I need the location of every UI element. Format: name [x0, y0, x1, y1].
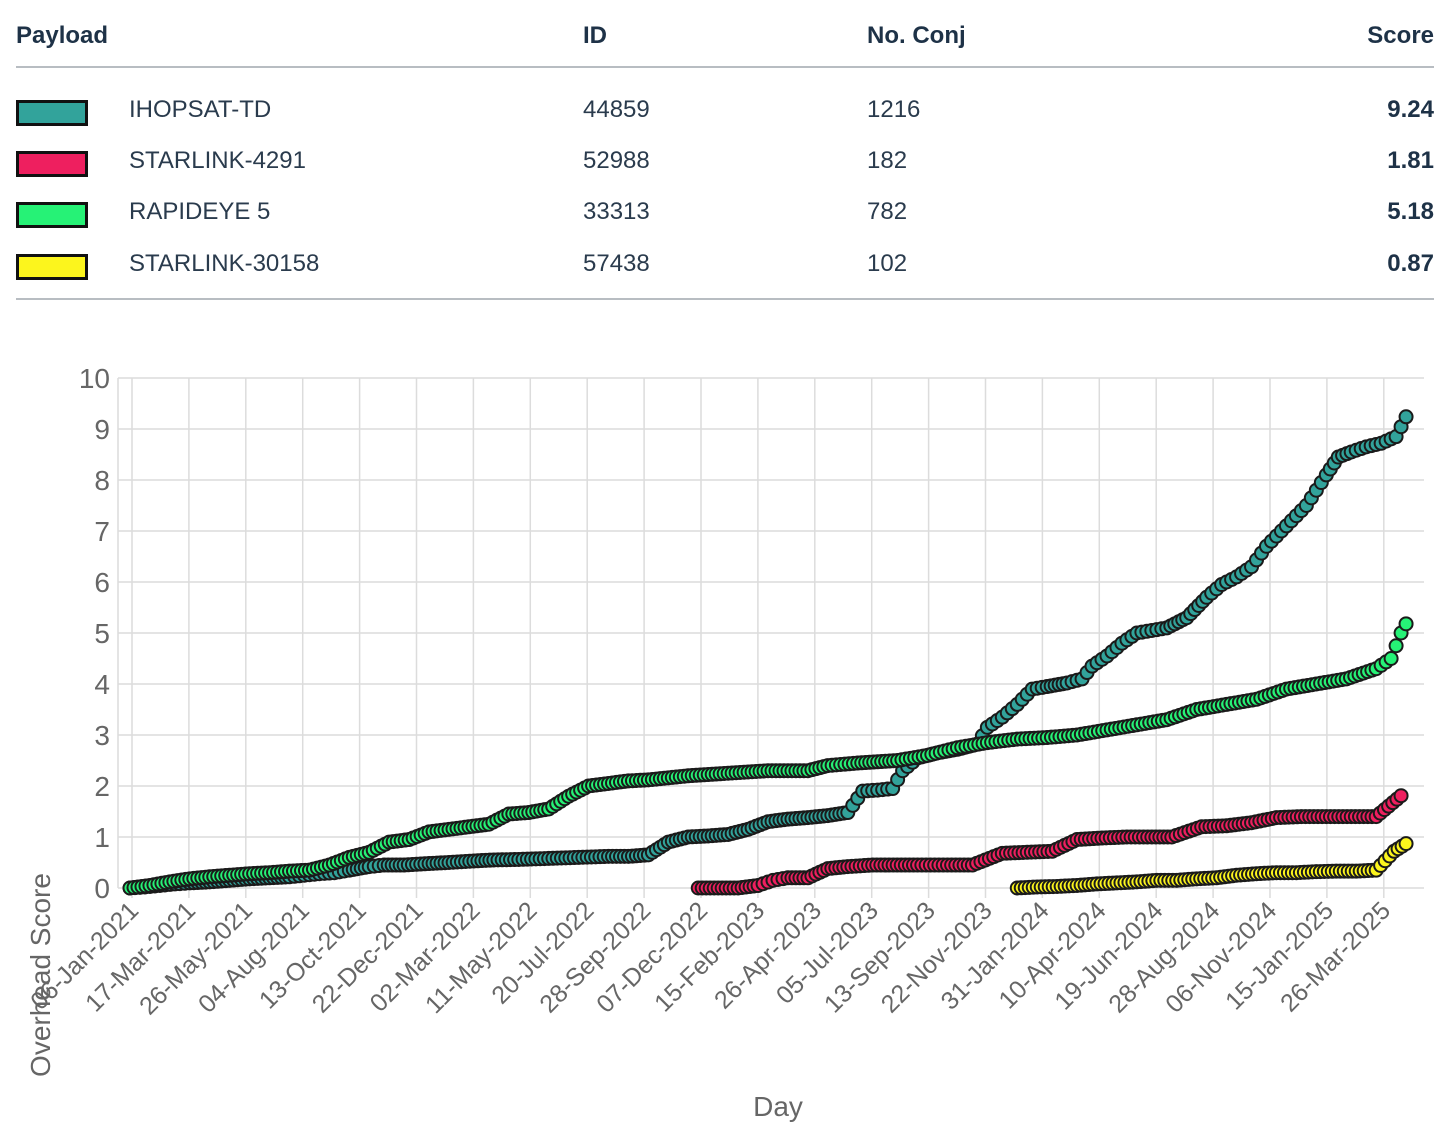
data-point: [1393, 788, 1409, 804]
data-point: [1398, 836, 1414, 852]
y-tick-label: 6: [94, 567, 110, 598]
y-axis-title: Overhead Score: [25, 873, 56, 1077]
y-tick-label: 2: [94, 771, 110, 802]
payload-score: 1.81: [1387, 147, 1434, 174]
payload-name: STARLINK-30158: [129, 250, 320, 277]
payload-id: 52988: [583, 147, 650, 174]
y-axis-ticks: 0 1 2 3 4 5 6 7 8 9 10: [79, 363, 110, 904]
payload-score: 5.18: [1387, 198, 1434, 225]
data-point: [1383, 651, 1399, 666]
x-axis-title: Day: [753, 1091, 803, 1122]
data-point: [1398, 616, 1414, 632]
payload-conj: 102: [867, 250, 908, 277]
table-row: STARLINK-30158 57438 102 0.87: [16, 244, 1434, 296]
header-conj: No. Conj: [867, 22, 966, 49]
x-axis-ticks: 06-Jan-202117-Mar-202126-May-202104-Aug-…: [25, 896, 1396, 1020]
series-starlink-4291: [690, 788, 1409, 896]
header-id: ID: [583, 22, 607, 49]
series-color-swatch: [16, 100, 88, 126]
header-score: Score: [1367, 22, 1434, 49]
payload-conj: 182: [867, 147, 908, 174]
y-tick-label: 8: [94, 465, 110, 496]
y-tick-label: 0: [94, 873, 110, 904]
data-point: [1398, 409, 1414, 425]
table-row: RAPIDEYE 5 33313 782 5.18: [16, 192, 1434, 244]
payload-conj: 782: [867, 198, 908, 225]
payload-id: 33313: [583, 198, 650, 225]
payload-name: IHOPSAT-TD: [129, 96, 272, 123]
payload-score: 9.24: [1387, 96, 1434, 123]
payload-id: 44859: [583, 96, 650, 123]
legend-table: Payload ID No. Conj Score IHOPSAT-TD 448…: [16, 14, 1434, 300]
table-row: IHOPSAT-TD 44859 1216 9.24: [16, 90, 1434, 142]
data-points: [122, 409, 1414, 896]
table-body: IHOPSAT-TD 44859 1216 9.24 STARLINK-4291…: [16, 68, 1434, 300]
series-color-swatch: [16, 254, 88, 280]
y-tick-label: 10: [79, 363, 110, 394]
payload-id: 57438: [583, 250, 650, 277]
header-payload: Payload: [16, 22, 109, 49]
table-row: STARLINK-4291 52988 182 1.81: [16, 141, 1434, 193]
y-tick-label: 3: [94, 720, 110, 751]
series-rapideye-5: [122, 616, 1414, 896]
payload-conj: 1216: [867, 96, 921, 123]
y-tick-label: 4: [94, 669, 110, 700]
payload-name: RAPIDEYE 5: [129, 198, 271, 225]
table-header: Payload ID No. Conj Score: [16, 14, 1434, 68]
series-color-swatch: [16, 202, 88, 228]
grid-lines: [117, 377, 1424, 898]
payload-score: 0.87: [1387, 250, 1434, 277]
payload-name: STARLINK-4291: [129, 147, 306, 174]
y-tick-label: 9: [94, 414, 110, 445]
series-starlink-30158: [1009, 836, 1414, 896]
y-tick-label: 1: [94, 822, 110, 853]
scatter-chart: 0 1 2 3 4 5 6 7 8 9 10 06-Jan-202117-Mar-202126-Ma…: [25, 363, 1424, 1122]
data-point: [1388, 638, 1404, 654]
y-tick-label: 5: [94, 618, 110, 649]
series-color-swatch: [16, 151, 88, 177]
y-tick-label: 7: [94, 516, 110, 547]
